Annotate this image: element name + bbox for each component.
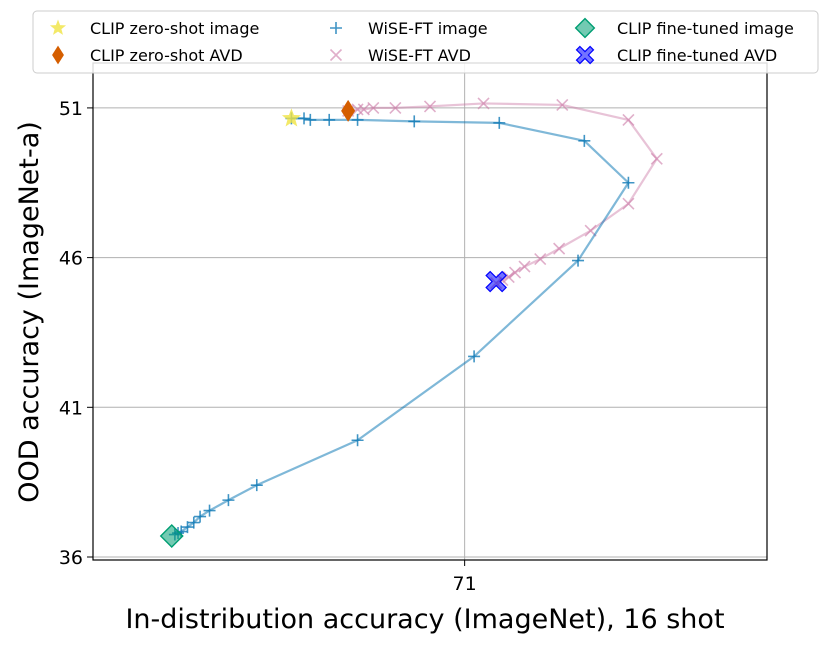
y-tick-label: 46	[59, 248, 83, 270]
data-point	[194, 510, 207, 523]
data-point	[423, 100, 437, 113]
legend-marker	[330, 22, 342, 34]
series-clip-zero-shot-image	[281, 108, 301, 127]
legend-entry-clip-zero-shot-image: CLIP zero-shot image	[49, 19, 259, 38]
grid-lines	[93, 63, 767, 560]
series-layer	[159, 97, 663, 549]
y-tick-label: 41	[59, 397, 83, 419]
data-point	[351, 113, 364, 126]
data-point	[578, 134, 591, 147]
data-point	[341, 99, 356, 122]
data-point	[367, 101, 380, 114]
legend-entry-clip-fine-tuned-avd: CLIP fine-tuned AVD	[575, 45, 777, 65]
data-point	[502, 271, 515, 284]
legend-marker	[52, 45, 64, 65]
data-point	[389, 101, 402, 114]
y-tick-label: 51	[59, 98, 83, 120]
data-point	[556, 98, 569, 111]
data-point	[187, 516, 200, 529]
legend-marker	[574, 17, 596, 39]
data-point	[408, 115, 421, 128]
legend: CLIP zero-shot image CLIP zero-shot AVD Wi…	[32, 10, 819, 74]
data-point	[298, 112, 311, 125]
series-clip-fine-tuned-avd	[485, 270, 507, 293]
series-clip-fine-tuned-image	[159, 524, 184, 549]
data-point	[534, 253, 547, 266]
data-point	[351, 434, 364, 447]
y-tick-label: 36	[59, 547, 83, 569]
data-point	[493, 116, 506, 129]
x-axis-title: In-distribution accuracy (ImageNet), 16 …	[125, 604, 724, 635]
data-point	[572, 254, 585, 267]
data-point	[622, 113, 635, 126]
data-point	[622, 197, 635, 210]
x-tick-label: 71	[453, 573, 477, 595]
data-point	[281, 108, 301, 127]
data-point	[508, 266, 522, 279]
legend-box	[32, 10, 819, 74]
series-wise-ft-avd	[342, 97, 663, 290]
legend-entry-wise-ft-avd: WiSE-FT AVD	[329, 46, 471, 65]
series-line-wise-ft-image	[174, 117, 630, 536]
series-clip-zero-shot-avd	[341, 99, 356, 122]
data-point	[159, 524, 184, 549]
data-point	[622, 176, 635, 189]
legend-marker	[575, 45, 595, 65]
legend-label: CLIP zero-shot image	[90, 19, 259, 38]
plot-frame	[92, 62, 768, 561]
legend-entry-wise-ft-image: WiSE-FT image	[330, 19, 488, 38]
legend-marker	[329, 48, 343, 62]
legend-label: CLIP fine-tuned AVD	[617, 46, 777, 65]
ticks-layer: 71 36 41 46 51	[59, 98, 477, 595]
data-point	[468, 350, 481, 363]
data-point	[650, 152, 663, 165]
series-line-wise-ft-avd	[347, 102, 658, 285]
data-point	[485, 270, 507, 293]
y-axis-title: OOD accuracy (ImageNet-a)	[14, 121, 45, 503]
legend-label: WiSE-FT image	[368, 19, 488, 38]
data-point	[250, 479, 263, 492]
data-point	[477, 97, 490, 110]
data-point	[553, 242, 566, 255]
legend-label: CLIP fine-tuned image	[617, 19, 794, 38]
data-point	[203, 504, 216, 517]
legend-label: WiSE-FT AVD	[368, 46, 471, 65]
data-point	[518, 260, 531, 273]
data-point	[181, 521, 194, 534]
legend-marker	[49, 19, 67, 35]
series-wise-ft-image	[168, 112, 635, 541]
data-point	[323, 113, 336, 126]
data-point	[222, 494, 235, 507]
legend-entry-clip-zero-shot-avd: CLIP zero-shot AVD	[52, 45, 243, 65]
legend-label: CLIP zero-shot AVD	[90, 46, 243, 65]
data-point	[304, 113, 317, 126]
legend-entry-clip-fine-tuned-image: CLIP fine-tuned image	[574, 17, 794, 39]
